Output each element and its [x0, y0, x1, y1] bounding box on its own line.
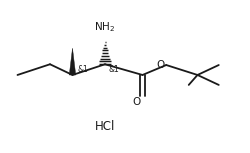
Text: O: O — [132, 97, 140, 107]
Text: &1: &1 — [77, 65, 88, 74]
Text: NH$_2$: NH$_2$ — [94, 21, 116, 34]
Text: HCl: HCl — [95, 120, 115, 133]
Text: O: O — [156, 60, 164, 71]
Text: &1: &1 — [108, 65, 119, 74]
Polygon shape — [69, 48, 76, 75]
